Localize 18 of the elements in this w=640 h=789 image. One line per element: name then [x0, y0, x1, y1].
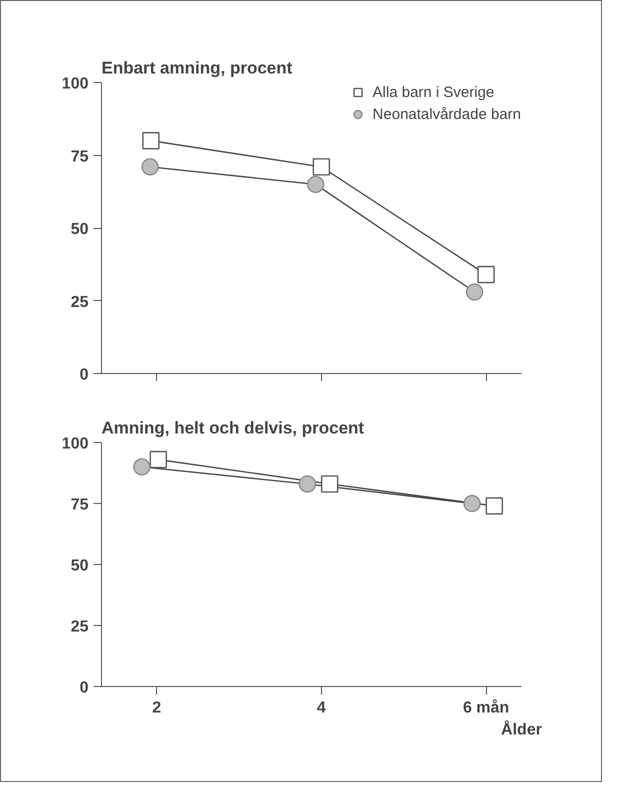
x-tick-label: 6 mån [462, 698, 510, 716]
y-tick-label: 0 [80, 680, 89, 696]
legend-label: Neonatalvårdade barn [372, 106, 521, 122]
y-tick-label: 75 [70, 148, 89, 166]
y-tick-label: 0 [80, 366, 89, 384]
y-tick-label: 50 [70, 221, 89, 238]
y-tick-label: 100 [62, 436, 89, 452]
x-axis-title: Ålder [501, 720, 542, 738]
y-tick-label: 50 [70, 558, 89, 574]
x-tick-label: 2 [152, 700, 162, 716]
y-tick-label: 25 [70, 294, 89, 311]
x-tick-label: 4 [316, 700, 326, 716]
chart-title: Amning, helt och delvis, procent [102, 418, 364, 438]
chart-title: Enbart amning, procent [102, 58, 293, 78]
y-tick-label: 75 [70, 496, 89, 514]
legend-label: Alla barn i Sverige [372, 84, 494, 100]
y-tick-label: 25 [70, 618, 89, 636]
y-tick-label: 100 [62, 76, 89, 92]
